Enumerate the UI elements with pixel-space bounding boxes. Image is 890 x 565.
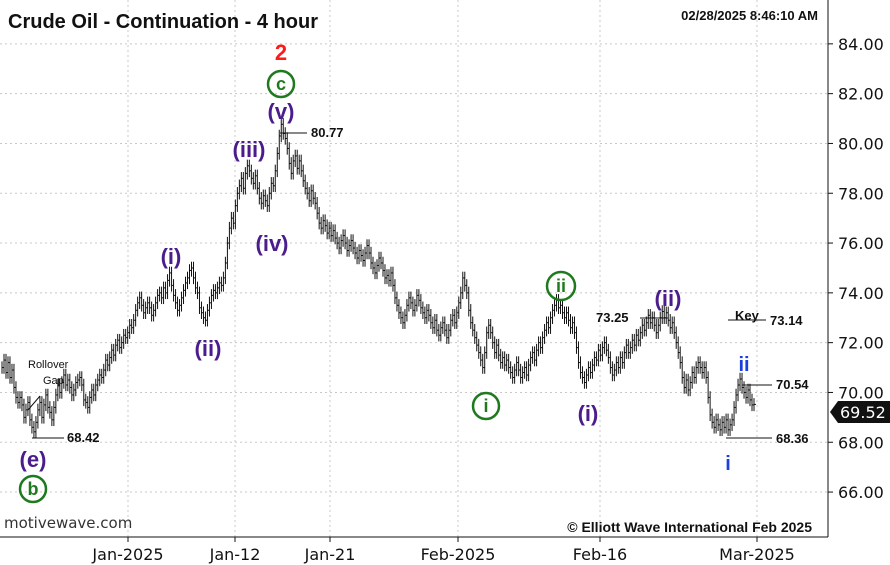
wave-label-2: 2 bbox=[275, 40, 287, 65]
copyright: © Elliott Wave International Feb 2025 bbox=[567, 519, 812, 535]
svg-text:c: c bbox=[276, 74, 286, 94]
price-label-68-36: 68.36 bbox=[776, 431, 809, 446]
wave-label-i-second: (i) bbox=[578, 401, 599, 426]
x-tick-label: Jan-2025 bbox=[91, 545, 163, 564]
rollover-label: Rollover bbox=[28, 359, 69, 371]
x-tick-label: Mar-2025 bbox=[719, 545, 795, 564]
rollover-gap-line bbox=[27, 395, 41, 411]
wave-label-ii-first: (ii) bbox=[195, 336, 222, 361]
chart-title: Crude Oil - Continuation - 4 hour bbox=[8, 11, 318, 33]
wave-label-e: (e) bbox=[20, 447, 47, 472]
wave-label-i-first: (i) bbox=[161, 244, 182, 269]
last-price-marker: 69.52 bbox=[830, 401, 890, 423]
wave-label-circled-b: b bbox=[18, 474, 48, 504]
y-tick-label: 80.00 bbox=[838, 134, 884, 153]
y-tick-label: 76.00 bbox=[838, 234, 884, 253]
wave-label-circled-i: i bbox=[471, 391, 501, 421]
price-label-68-42: 68.42 bbox=[67, 430, 100, 445]
wave-label-ii-second: (ii) bbox=[655, 286, 682, 311]
price-label-73-25: 73.25 bbox=[596, 310, 629, 325]
y-tick-label: 66.00 bbox=[838, 483, 884, 502]
wave-label-circled-c: c bbox=[266, 69, 296, 99]
y-tick-label: 78.00 bbox=[838, 184, 884, 203]
price-markers bbox=[27, 132, 772, 439]
x-tick-label: Jan-21 bbox=[304, 545, 356, 564]
wave-label-blue-ii: ii bbox=[738, 354, 749, 376]
y-tick-label: 84.00 bbox=[838, 35, 884, 54]
svg-text:ii: ii bbox=[556, 276, 566, 296]
y-tick-label: 82.00 bbox=[838, 85, 884, 104]
price-label-80-77: 80.77 bbox=[311, 125, 344, 140]
wave-label-blue-i: i bbox=[725, 453, 731, 475]
y-tick-label: 74.00 bbox=[838, 284, 884, 303]
gap-label: Gap bbox=[43, 375, 64, 387]
wave-label-circled-ii: ii bbox=[545, 270, 577, 302]
x-tick-label: Feb-16 bbox=[573, 545, 627, 564]
wave-label-v: (v) bbox=[268, 99, 295, 124]
timestamp: 02/28/2025 8:46:10 AM bbox=[681, 8, 818, 23]
y-ticks: 66.00 68.00 70.00 72.00 74.00 76.00 78.00 80.00… bbox=[828, 35, 884, 502]
x-tick-label: Feb-2025 bbox=[421, 545, 496, 564]
y-tick-label: 68.00 bbox=[838, 433, 884, 452]
y-tick-label: 72.00 bbox=[838, 334, 884, 353]
y-tick-label: 70.00 bbox=[838, 383, 884, 402]
wave-label-iii: (iii) bbox=[233, 137, 266, 162]
price-series bbox=[1, 118, 756, 439]
price-label-73-14: 73.14 bbox=[770, 313, 803, 328]
watermark: motivewave.com bbox=[4, 514, 132, 532]
svg-text:b: b bbox=[28, 479, 39, 499]
x-ticks: Jan-2025 Jan-12 Jan-21 Feb-2025 Feb-16 Mar-20… bbox=[91, 537, 795, 564]
wave-label-iv: (iv) bbox=[256, 231, 289, 256]
key-label: Key bbox=[735, 308, 760, 323]
price-label-70-54: 70.54 bbox=[776, 377, 809, 392]
svg-text:i: i bbox=[483, 396, 488, 416]
svg-text:69.52: 69.52 bbox=[840, 403, 886, 422]
x-tick-label: Jan-12 bbox=[209, 545, 261, 564]
